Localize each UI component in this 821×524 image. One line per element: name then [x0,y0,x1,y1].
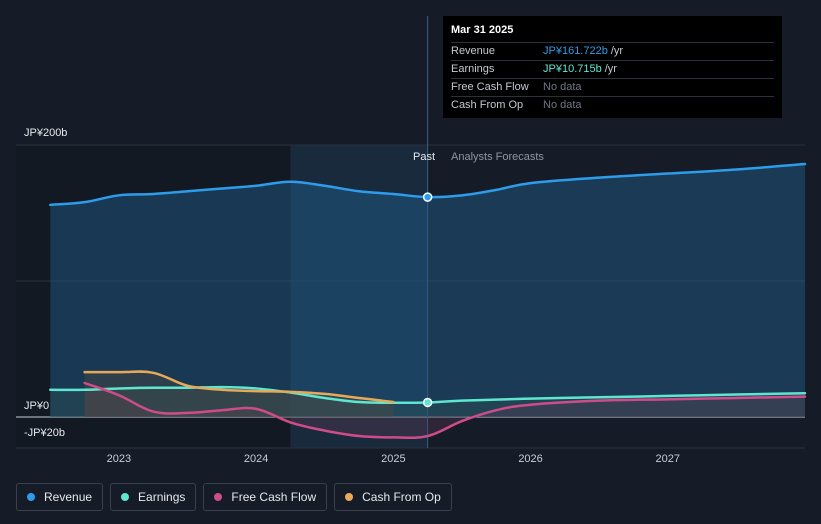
tooltip-row-cash-from-op: Cash From Op No data [451,96,774,114]
tooltip-row-earnings: Earnings JP¥10.715b /yr [451,60,774,78]
cash-from-op-area [84,371,394,417]
earnings-marker [422,397,433,408]
legend-label: Revenue [44,490,93,504]
x-tick-label-2024: 2024 [244,453,268,465]
tooltip-row-name: Revenue [451,45,496,57]
cash-from-op-dot-icon [345,493,354,501]
x-tick-label-2025: 2025 [381,453,405,465]
tooltip-row-value: JP¥161.722b [543,45,608,57]
legend-item-free-cash-flow[interactable]: Free Cash Flow [203,483,328,511]
past-region [16,145,291,448]
data-tooltip: Mar 31 2025 Revenue JP¥161.722b /yr Earn… [443,16,782,118]
revenue-dot-icon [27,493,35,501]
legend-label: Free Cash Flow [231,490,317,504]
chart-legend: Revenue Earnings Free Cash Flow Cash Fro… [16,483,452,511]
y-tick-label-0: JP¥0 [24,400,49,412]
forecast-label: Analysts Forecasts [451,151,544,163]
x-tick-label-2026: 2026 [518,453,542,465]
tooltip-row-value: JP¥10.715b [543,63,602,75]
legend-item-earnings[interactable]: Earnings [110,483,197,511]
free-cash-flow-dot-icon [214,493,223,501]
past-label: Past [413,151,435,163]
revenue-area [50,164,806,417]
tooltip-row-revenue: Revenue JP¥161.722b /yr [451,42,774,60]
earnings-dot-icon [121,493,130,501]
free-cash-flow-line [83,381,807,440]
tooltip-row-name: Free Cash Flow [451,81,529,93]
tooltip-row-unit: /yr [610,45,624,57]
x-tick-label-2023: 2023 [107,453,131,465]
tooltip-row-unit: /yr [604,63,617,75]
x-tick-label-2027: 2027 [656,453,680,465]
y-tick-label-200: JP¥200b [24,127,67,139]
tooltip-row-value: No data [543,81,582,93]
legend-label: Cash From Op [362,490,441,504]
tooltip-row-value: No data [543,99,582,111]
tooltip-row-name: Cash From Op [451,99,524,111]
revenue-marker [422,192,433,202]
y-tick-label-neg20: -JP¥20b [24,427,65,439]
cash-from-op-line [83,370,395,404]
legend-label: Earnings [138,490,186,504]
legend-item-cash-from-op[interactable]: Cash From Op [334,483,452,511]
earnings-line [49,385,807,405]
revenue-line [49,162,807,207]
tooltip-row-free-cash-flow: Free Cash Flow No data [451,78,774,96]
tooltip-row-name: Earnings [451,63,495,75]
tooltip-date: Mar 31 2025 [451,24,514,36]
legend-item-revenue[interactable]: Revenue [16,483,104,511]
